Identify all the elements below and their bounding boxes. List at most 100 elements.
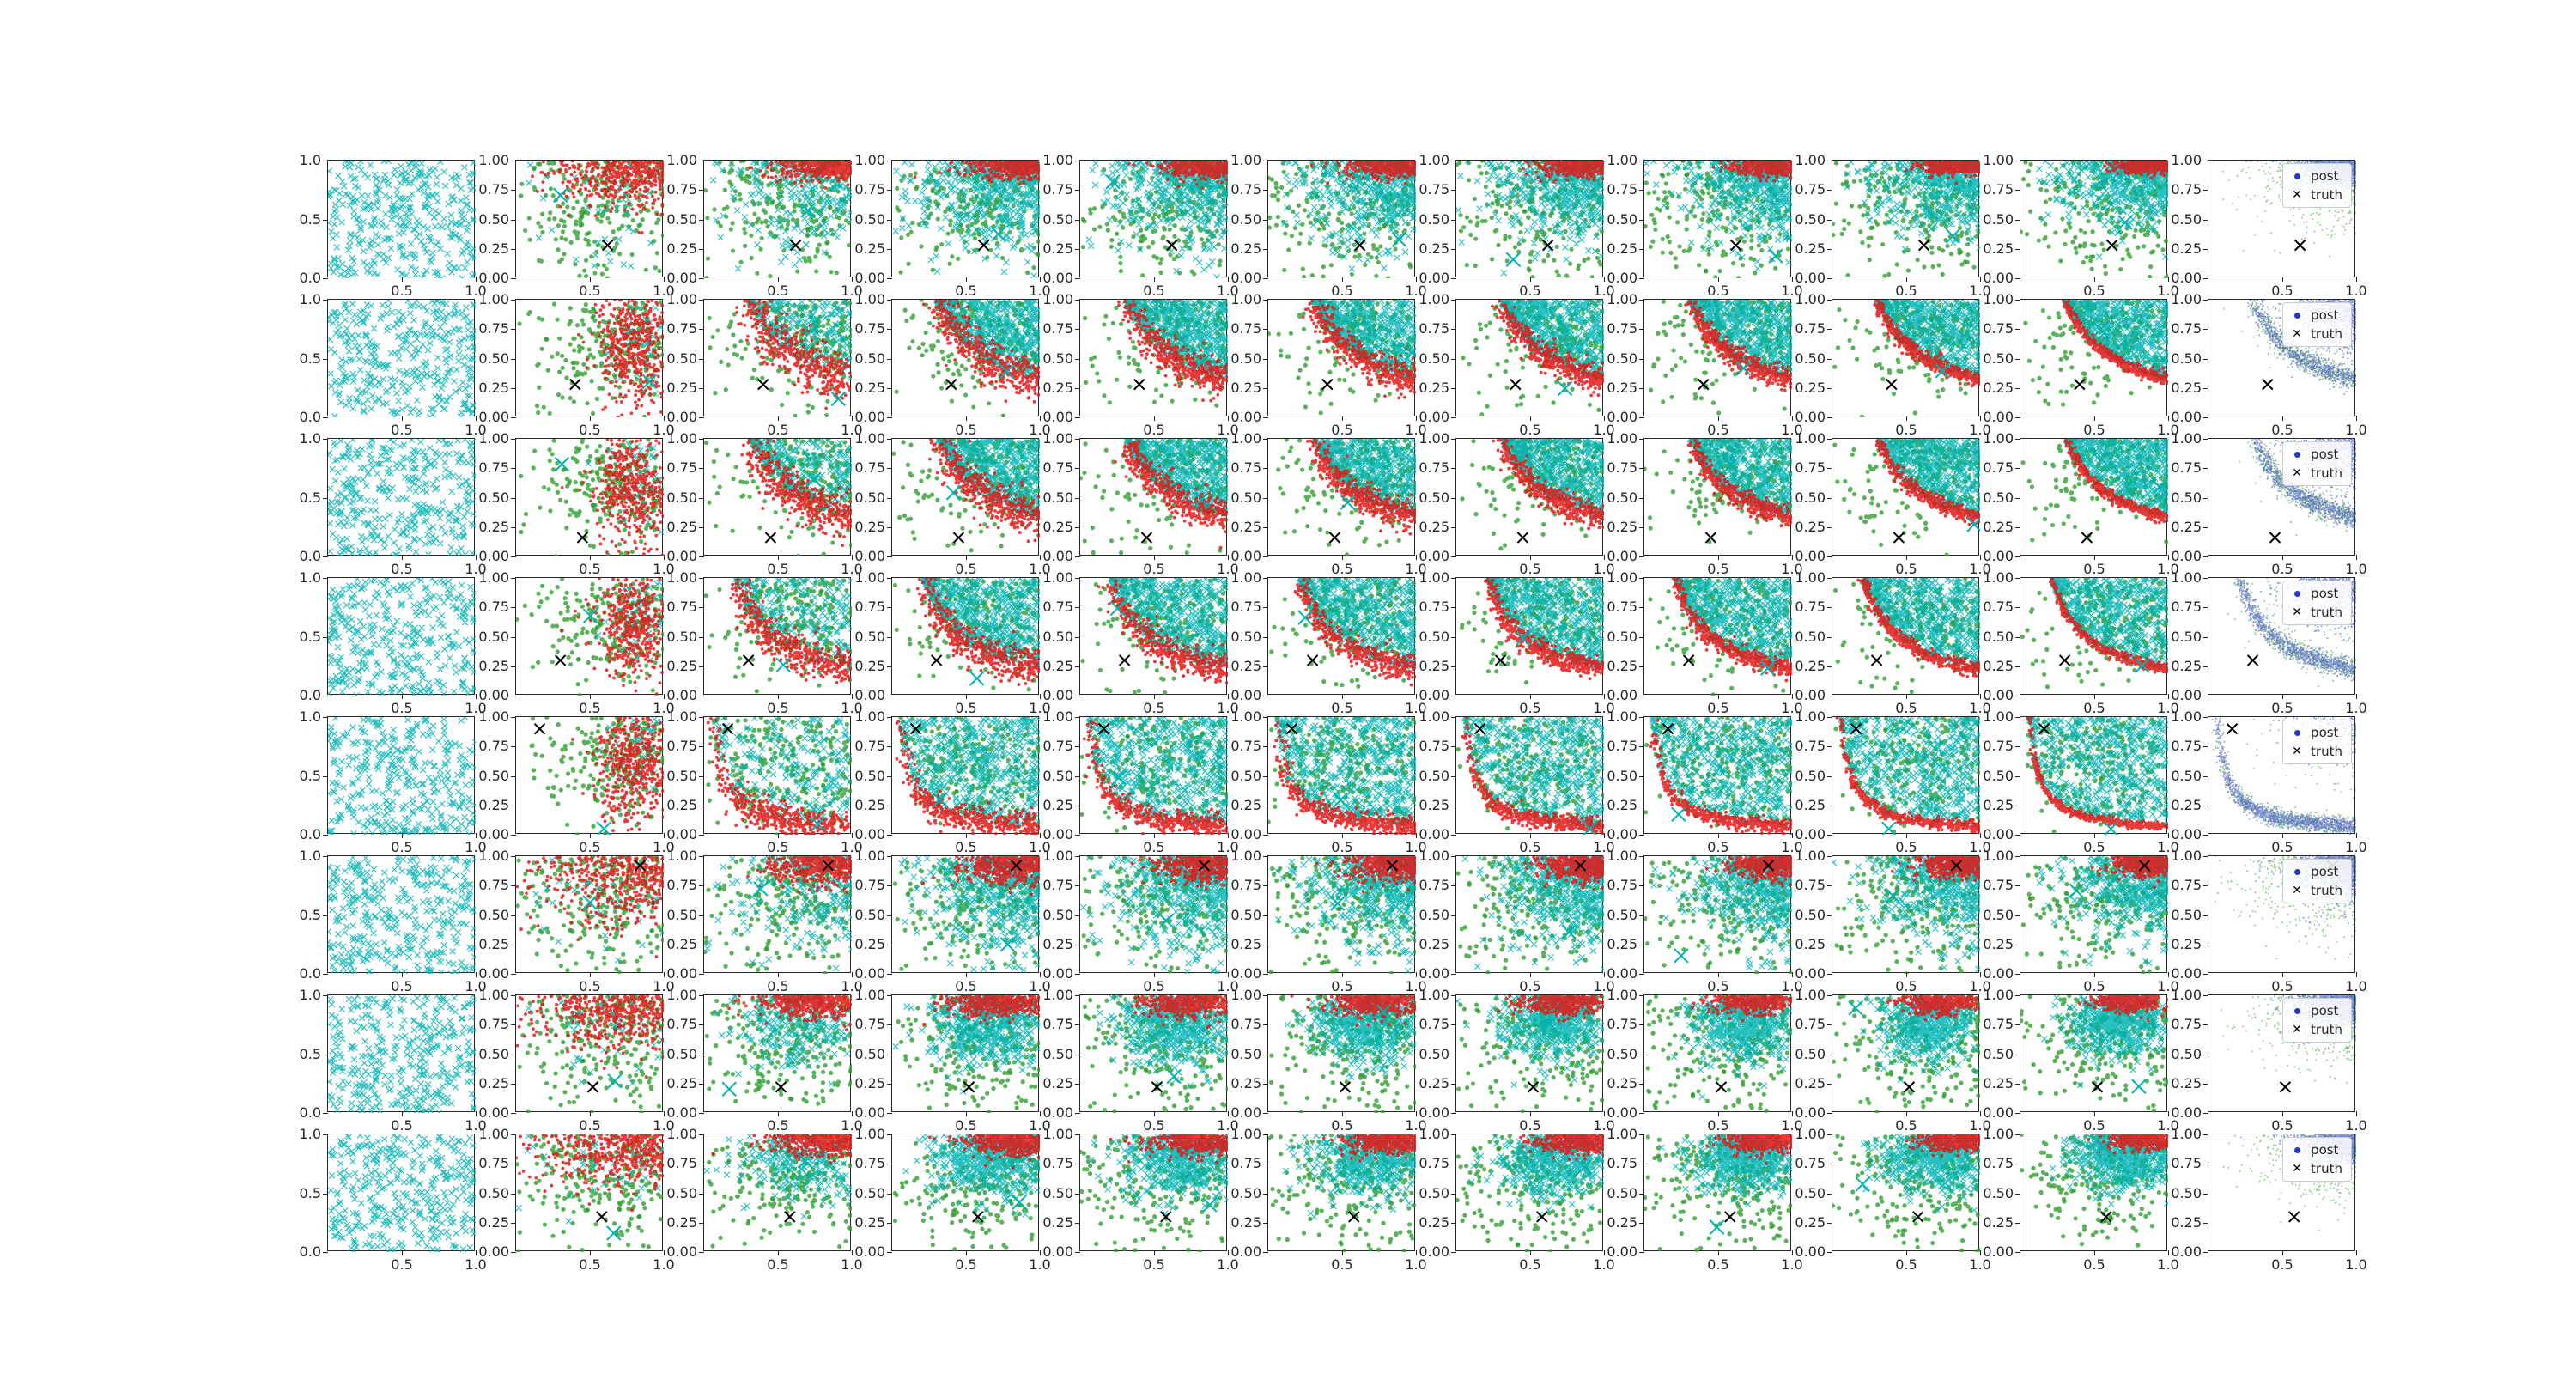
y-tick-label: 0.50 — [1042, 1045, 1073, 1062]
x-tick — [1906, 1111, 1907, 1116]
y-tick — [699, 556, 704, 557]
y-tick-label: 1.00 — [854, 987, 885, 1003]
x-tick-label: 0.5 — [767, 700, 789, 716]
x-tick-label: 1.0 — [2345, 700, 2367, 716]
x-tick-label: 1.0 — [1217, 700, 1239, 716]
x-tick — [1154, 555, 1155, 560]
y-tick — [2015, 190, 2020, 192]
y-tick-label: 0.25 — [2171, 1074, 2202, 1091]
scatter-canvas — [1268, 1134, 1416, 1252]
y-tick-label: 1.00 — [1795, 430, 1826, 447]
y-tick — [1451, 915, 1456, 916]
y-tick — [1827, 300, 1832, 301]
dot-marker-icon — [2289, 1146, 2305, 1153]
y-tick — [1263, 248, 1268, 250]
y-tick-label: 0.00 — [1607, 1104, 1637, 1121]
x-tick-label: 0.5 — [1707, 1117, 1729, 1134]
subplot-r2-c10: 1.00 0.75 0.50 0.25 0.00 0.5 1.0 — [1983, 293, 2178, 437]
subplot-r6-c9: 1.00 0.75 0.50 0.25 0.00 0.5 1.0 — [1795, 849, 1990, 994]
y-tick-label: 0.50 — [666, 906, 697, 923]
y-tick-label: 0.50 — [1419, 1045, 1449, 1062]
y-tick — [511, 329, 516, 331]
y-tick-label: 0.75 — [1795, 181, 1826, 198]
scatter-canvas — [328, 717, 476, 835]
y-tick — [1451, 1252, 1456, 1253]
y-tick-label: 1.00 — [1419, 569, 1449, 586]
x-tick-label: 0.5 — [955, 283, 977, 299]
x-tick — [778, 1250, 779, 1255]
y-tick — [2203, 556, 2208, 557]
y-tick-label: 0.75 — [854, 599, 885, 616]
y-tick-label: 0.75 — [1983, 181, 2014, 198]
y-tick — [699, 717, 704, 718]
y-tick-label: 0.25 — [1607, 518, 1637, 535]
y-tick — [323, 358, 328, 360]
x-tick-label: 1.0 — [1969, 283, 1991, 299]
x-tick — [590, 833, 591, 838]
dot-marker-shape — [2293, 590, 2300, 597]
y-tick-label: 0.00 — [1795, 270, 1826, 286]
legend: post ✕ truth — [2282, 720, 2352, 764]
scatter-canvas — [1456, 300, 1604, 417]
x-tick — [402, 972, 403, 977]
x-tick — [1342, 1111, 1343, 1116]
x-tick — [966, 1111, 967, 1116]
x-tick-label: 1.0 — [1217, 839, 1239, 855]
subplot-r2-c6: 1.00 0.75 0.50 0.25 0.00 0.5 1.0 — [1230, 293, 1426, 437]
y-tick-label: 0.00 — [478, 826, 509, 842]
y-tick-label: 0.00 — [1795, 548, 1826, 564]
y-tick — [511, 1193, 516, 1195]
x-tick-label: 0.5 — [1331, 700, 1353, 716]
x-tick — [590, 416, 591, 421]
y-tick-label: 0.50 — [1419, 350, 1449, 367]
x-tick — [2094, 277, 2095, 282]
dot-marker-shape — [2293, 868, 2300, 875]
y-tick-label: 1.0 — [299, 430, 321, 447]
y-tick-label: 0.50 — [1983, 906, 2014, 923]
x-tick-label: 1.0 — [1781, 839, 1803, 855]
y-tick — [2015, 636, 2020, 638]
y-tick-label: 0.75 — [1230, 599, 1261, 616]
y-tick-label: 0.00 — [1230, 1104, 1261, 1121]
y-tick — [699, 387, 704, 389]
y-tick-label: 0.75 — [2171, 599, 2202, 616]
y-tick — [1827, 915, 1832, 916]
y-tick-label: 1.00 — [854, 291, 885, 307]
y-tick-label: 0.75 — [1419, 599, 1449, 616]
y-tick-label: 0.00 — [1042, 1104, 1073, 1121]
y-tick-label: 1.00 — [666, 1126, 697, 1142]
x-tick — [1980, 833, 1981, 838]
y-tick-label: 0.00 — [2171, 965, 2202, 982]
subplot-r1-c8: 1.00 0.75 0.50 0.25 0.00 0.5 1.0 — [1607, 154, 1802, 298]
y-tick-label: 0.25 — [666, 1213, 697, 1231]
x-tick-label: 0.5 — [2083, 839, 2105, 855]
subplot-r3-c6: 1.00 0.75 0.50 0.25 0.00 0.5 1.0 — [1230, 432, 1426, 576]
subplot-r2-c3: 1.00 0.75 0.50 0.25 0.00 0.5 1.0 — [666, 293, 862, 437]
y-tick — [2203, 1222, 2208, 1224]
x-tick — [402, 416, 403, 421]
y-tick — [323, 219, 328, 221]
y-tick-label: 0.75 — [1042, 181, 1073, 198]
y-tick — [1451, 856, 1456, 857]
y-tick — [887, 1113, 892, 1114]
legend: post ✕ truth — [2282, 581, 2352, 625]
x-tick — [590, 1111, 591, 1116]
y-tick-label: 0.50 — [1419, 489, 1449, 506]
y-tick-label: 0.25 — [1983, 518, 2014, 535]
y-tick — [1075, 387, 1080, 389]
y-tick — [1075, 278, 1080, 279]
y-tick — [1639, 497, 1644, 499]
y-tick — [1263, 278, 1268, 279]
x-tick — [966, 277, 967, 282]
scatter-canvas — [1832, 300, 1980, 417]
y-tick-label: 0.00 — [1419, 1243, 1449, 1260]
y-tick — [1639, 358, 1644, 360]
y-tick-label: 0.75 — [1983, 877, 2014, 894]
x-tick-label: 1.0 — [1593, 839, 1615, 855]
y-tick — [511, 387, 516, 389]
x-tick-label: 1.0 — [1029, 283, 1051, 299]
subplot-r1-c7: 1.00 0.75 0.50 0.25 0.00 0.5 1.0 — [1419, 154, 1614, 298]
y-tick — [511, 775, 516, 777]
y-tick — [1639, 1024, 1644, 1026]
y-tick — [2203, 636, 2208, 638]
